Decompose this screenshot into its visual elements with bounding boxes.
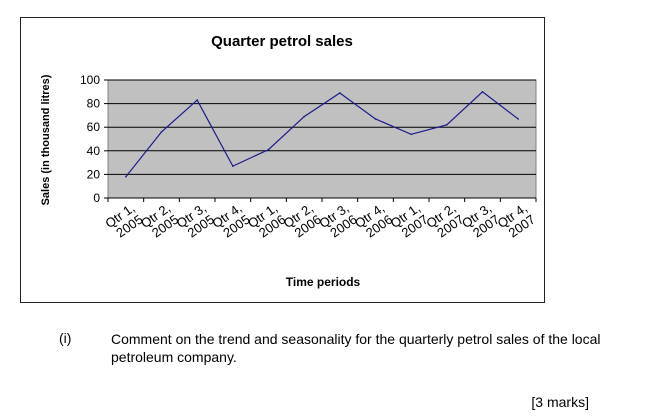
question-number: (i): [59, 330, 72, 346]
y-tick-label: 80: [87, 97, 101, 111]
chart-title: Quarter petrol sales: [211, 33, 353, 50]
data-point: [410, 133, 412, 136]
plot-area: [107, 79, 537, 199]
marks-label: [3 marks]: [531, 394, 589, 410]
data-point: [446, 124, 448, 126]
x-axis-label: Time periods: [286, 275, 361, 289]
data-point: [374, 118, 377, 120]
data-point: [303, 115, 305, 118]
x-tick-label: Qtr 4,2007: [495, 200, 538, 242]
data-point: [232, 165, 234, 167]
data-point: [339, 92, 341, 94]
y-tick-label: 20: [87, 167, 101, 181]
y-axis-ticks: 0 20 40 60 80 100: [80, 73, 108, 205]
data-point: [267, 148, 270, 151]
data-point: [517, 118, 519, 120]
data-point: [125, 175, 127, 178]
question-text: Comment on the trend and seasonality for…: [111, 331, 601, 365]
data-point: [196, 99, 198, 101]
y-tick-label: 0: [93, 191, 100, 205]
data-point: [481, 91, 484, 93]
sales-line: [125, 91, 519, 178]
sales-series: [125, 91, 519, 178]
data-point: [160, 131, 163, 133]
y-tick-label: 60: [87, 120, 101, 134]
y-axis-label: Sales (in thousand litres): [40, 74, 52, 205]
y-tick-label: 100: [80, 73, 100, 87]
y-tick-label: 40: [87, 144, 101, 158]
